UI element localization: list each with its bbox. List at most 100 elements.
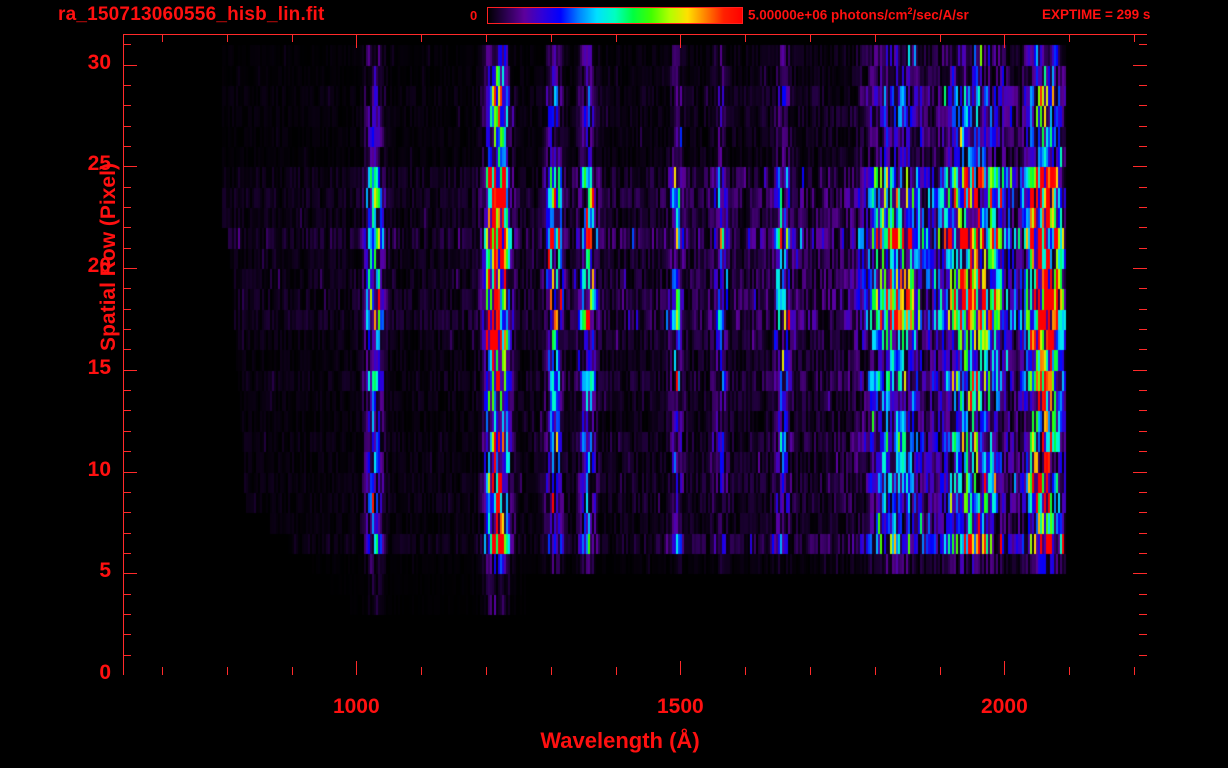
y-axis-major-tick bbox=[123, 166, 137, 167]
x-axis-title: Wavelength (Å) bbox=[540, 728, 700, 753]
y-axis-minor-tick-right bbox=[1139, 349, 1147, 350]
y-axis-minor-tick bbox=[123, 512, 131, 513]
y-axis-minor-tick bbox=[123, 187, 131, 188]
y-axis-minor-tick-right bbox=[1139, 533, 1147, 534]
y-axis-minor-tick-right bbox=[1139, 329, 1147, 330]
x-axis-minor-tick bbox=[940, 667, 941, 675]
y-axis-minor-tick-right bbox=[1139, 248, 1147, 249]
colorbar bbox=[487, 7, 743, 24]
y-axis-minor-tick-right bbox=[1139, 187, 1147, 188]
y-axis-minor-tick bbox=[123, 390, 131, 391]
y-axis-minor-tick bbox=[123, 553, 131, 554]
y-axis-major-tick bbox=[123, 370, 137, 371]
colorbar-min-label: 0 bbox=[470, 8, 478, 23]
y-axis-minor-tick bbox=[123, 126, 131, 127]
y-axis-minor-tick-right bbox=[1139, 655, 1147, 656]
colorbar-max-value: 5.00000e+06 bbox=[748, 7, 828, 23]
y-axis-minor-tick bbox=[123, 85, 131, 86]
x-axis-minor-tick-top bbox=[486, 34, 487, 42]
y-axis-minor-tick-right bbox=[1139, 410, 1147, 411]
y-axis-minor-tick bbox=[123, 492, 131, 493]
x-axis-minor-tick-top bbox=[421, 34, 422, 42]
colorbar-max-label: 5.00000e+06 photons/cm2/sec/A/sr bbox=[748, 6, 969, 23]
x-axis-minor-tick-top bbox=[1069, 34, 1070, 42]
x-axis-minor-tick-top bbox=[745, 34, 746, 42]
x-axis-minor-tick-top bbox=[810, 34, 811, 42]
x-axis-minor-tick-top bbox=[292, 34, 293, 42]
x-axis-major-tick bbox=[356, 661, 357, 675]
y-axis-tick-label: 15 bbox=[87, 355, 111, 379]
x-axis-major-tick-top bbox=[1004, 34, 1005, 48]
y-axis-minor-tick-right bbox=[1139, 105, 1147, 106]
y-axis-minor-tick bbox=[123, 634, 131, 635]
x-axis-major-tick-top bbox=[680, 34, 681, 48]
x-axis-minor-tick-top bbox=[551, 34, 552, 42]
x-axis-minor-tick bbox=[292, 667, 293, 675]
page-title: ra_150713060556_hisb_lin.fit bbox=[58, 4, 325, 25]
y-axis-minor-tick-right bbox=[1139, 451, 1147, 452]
y-axis-major-tick bbox=[123, 472, 137, 473]
x-axis-major-tick bbox=[1004, 661, 1005, 675]
y-axis-major-tick-right bbox=[1133, 166, 1147, 167]
y-axis-major-tick-right bbox=[1133, 573, 1147, 574]
x-axis-major-tick bbox=[680, 661, 681, 675]
x-axis-minor-tick bbox=[486, 667, 487, 675]
colorbar-gradient bbox=[488, 8, 742, 23]
colorbar-units-exponent: 2 bbox=[907, 6, 913, 16]
y-axis-minor-tick bbox=[123, 329, 131, 330]
y-axis-minor-tick-right bbox=[1139, 207, 1147, 208]
x-axis-minor-tick bbox=[162, 667, 163, 675]
x-axis-minor-tick-top bbox=[162, 34, 163, 42]
y-axis-minor-tick-right bbox=[1139, 227, 1147, 228]
y-axis-minor-tick-right bbox=[1139, 126, 1147, 127]
y-axis-minor-tick bbox=[123, 227, 131, 228]
y-axis-major-tick bbox=[123, 268, 137, 269]
exposure-time-label: EXPTIME = 299 s bbox=[1042, 7, 1151, 22]
y-axis-major-tick bbox=[123, 65, 137, 66]
y-axis-minor-tick-right bbox=[1139, 614, 1147, 615]
x-axis-minor-tick bbox=[616, 667, 617, 675]
y-axis-major-tick-right bbox=[1133, 370, 1147, 371]
y-axis-tick-label: 20 bbox=[87, 254, 111, 278]
y-axis-minor-tick-right bbox=[1139, 492, 1147, 493]
y-axis-major-tick-right bbox=[1133, 472, 1147, 473]
y-axis-minor-tick bbox=[123, 410, 131, 411]
y-axis-minor-tick-right bbox=[1139, 594, 1147, 595]
y-axis-minor-tick bbox=[123, 288, 131, 289]
y-axis-tick-label: 5 bbox=[99, 559, 111, 583]
y-axis-minor-tick bbox=[123, 146, 131, 147]
x-axis-minor-tick bbox=[227, 667, 228, 675]
x-axis-minor-tick bbox=[421, 667, 422, 675]
y-axis-minor-tick bbox=[123, 431, 131, 432]
y-axis-tick-label: 30 bbox=[87, 50, 111, 74]
x-axis-minor-tick-top bbox=[616, 34, 617, 42]
plot-frame bbox=[123, 34, 1148, 676]
y-axis-minor-tick-right bbox=[1139, 390, 1147, 391]
y-axis-minor-tick-right bbox=[1139, 512, 1147, 513]
y-axis-tick-label: 0 bbox=[99, 661, 111, 684]
x-axis-minor-tick-top bbox=[940, 34, 941, 42]
x-axis-minor-tick bbox=[551, 667, 552, 675]
y-axis-minor-tick bbox=[123, 207, 131, 208]
x-axis-minor-tick bbox=[1134, 667, 1135, 675]
y-axis-minor-tick bbox=[123, 309, 131, 310]
x-axis-major-tick-top bbox=[356, 34, 357, 48]
x-axis-tick-label: 2000 bbox=[981, 695, 1028, 718]
y-axis-minor-tick-right bbox=[1139, 146, 1147, 147]
x-axis-minor-tick bbox=[810, 667, 811, 675]
x-axis-tick-label: 1000 bbox=[332, 695, 380, 718]
y-axis-tick-label: 25 bbox=[87, 152, 111, 176]
x-axis-tick-label: 1500 bbox=[657, 695, 704, 718]
y-axis-minor-tick-right bbox=[1139, 85, 1147, 86]
y-axis-minor-tick bbox=[123, 594, 131, 595]
y-axis-minor-tick bbox=[123, 44, 131, 45]
x-axis-minor-tick bbox=[875, 667, 876, 675]
y-axis-minor-tick-right bbox=[1139, 553, 1147, 554]
x-axis-minor-tick-top bbox=[875, 34, 876, 42]
y-axis-minor-tick-right bbox=[1139, 309, 1147, 310]
y-axis-minor-tick bbox=[123, 655, 131, 656]
y-axis-major-tick-right bbox=[1133, 268, 1147, 269]
y-axis-minor-tick bbox=[123, 451, 131, 452]
y-axis-minor-tick-right bbox=[1139, 288, 1147, 289]
y-axis-tick-label: 10 bbox=[87, 457, 111, 481]
